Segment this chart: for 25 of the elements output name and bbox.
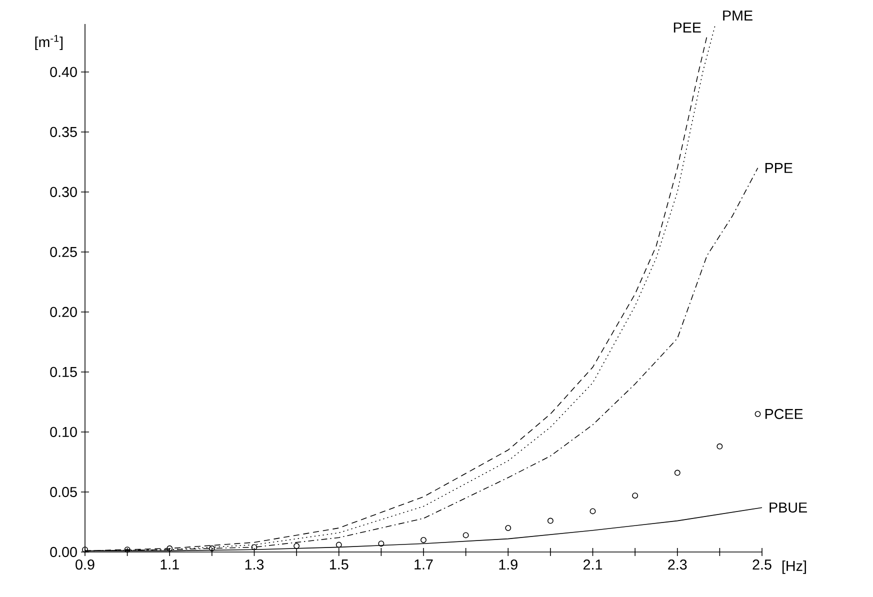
x-axis-title: [Hz]: [782, 560, 806, 574]
x-tick-label: 1.3: [245, 560, 264, 570]
y-tick-label: 0.10: [50, 426, 77, 438]
series-label: PPE: [765, 163, 792, 173]
y-tick-label: 0.40: [50, 66, 77, 78]
y-tick-label: 0.15: [50, 366, 77, 378]
x-tick-label: 2.5: [752, 560, 772, 570]
y-tick-label: 0.05: [50, 486, 77, 498]
x-tick-label: 0.9: [76, 560, 94, 570]
y-tick-label: 0.30: [50, 186, 77, 198]
x-tick-label: 2.1: [584, 560, 602, 570]
x-tick-label: 1.7: [414, 560, 433, 570]
y-tick-label: 0.20: [50, 306, 77, 318]
y-tick-label: 0.25: [50, 246, 77, 258]
x-tick-label: 2.3: [668, 560, 687, 570]
series-label: PEE: [674, 22, 701, 32]
y-tick-label: 0.35: [50, 126, 77, 138]
x-tick-label: 1.5: [330, 560, 348, 570]
y-tick-label: 0.00: [50, 546, 77, 558]
series-label: PCEE: [765, 408, 803, 420]
series-label: PBUE: [770, 502, 807, 513]
y-axis-title: [m$^{-1}$]: [35, 34, 63, 50]
series-label: PME: [723, 10, 752, 20]
x-tick-label: 1.9: [499, 560, 518, 570]
x-tick-label: 1.1: [160, 560, 179, 570]
